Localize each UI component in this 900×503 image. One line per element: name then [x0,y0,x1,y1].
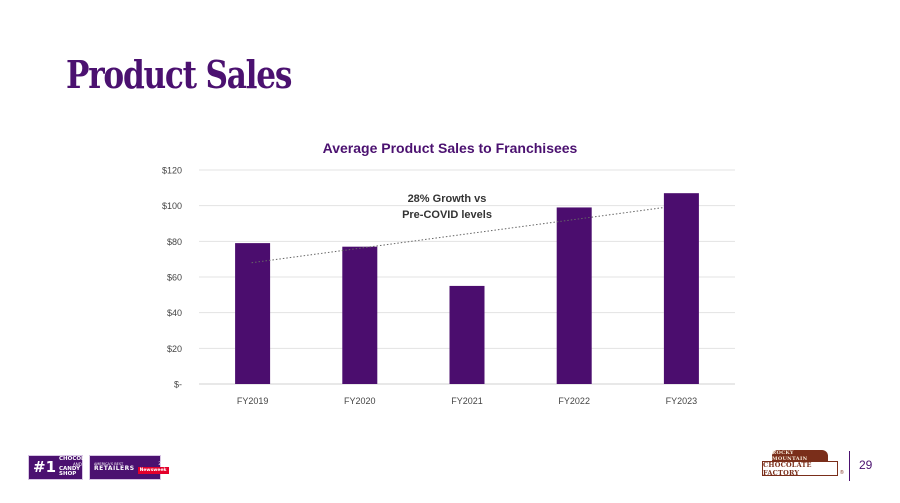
retailers-badge-line1: AMERICA'S BEST [94,461,124,466]
bar-fy2020 [342,246,378,384]
x-tick-label: FY2020 [344,396,376,406]
y-tick-label: $40 [167,308,182,318]
badge-line3: CANDY SHOP [59,465,81,478]
y-tick-label: $120 [162,166,182,176]
y-tick-label: $80 [167,237,182,247]
page-title: Product Sales [66,52,292,97]
annotation-line2: Pre-COVID levels [402,209,492,221]
company-logo: ROCKY MOUNTAIN CHOCOLATE FACTORY ® [760,450,844,482]
y-tick-label: $60 [167,273,182,283]
badge-line2: AND [73,461,82,467]
bar-fy2021 [449,285,485,384]
x-tick-label: FY2019 [237,396,269,406]
retailers-badge-line2: RETAILERS [94,465,135,473]
newsweek-logo: Newsweek [137,467,169,474]
y-tick-label: $- [174,380,182,390]
best-retailers-badge: AMERICA'S BEST RETAILERS 2022 Newsweek [89,455,169,480]
badge-rank: #1 [33,458,57,476]
y-tick-label: $100 [162,201,182,211]
trendline [251,206,665,264]
registered-mark: ® [840,470,844,476]
chart-title: Average Product Sales to Franchisees [323,140,578,156]
bar-fy2023 [663,193,699,384]
logo-main-text: CHOCOLATE FACTORY [762,461,838,477]
retailers-badge-year: 2022 [158,461,169,466]
logo-top-text: ROCKY MOUNTAIN [772,450,828,462]
y-tick-label: $20 [167,344,182,354]
bar-fy2022 [556,207,592,384]
bar-fy2019 [235,243,271,384]
annotation-line1: 28% Growth vs [408,193,487,205]
page-number: 29 [859,458,873,472]
x-tick-label: FY2021 [451,396,483,406]
footer-divider [849,451,850,481]
chocolate-shop-badge: #1 CHOCOLATE AND CANDY SHOP [28,455,96,480]
x-tick-label: FY2022 [558,396,590,406]
footer-badges: #1 CHOCOLATE AND CANDY SHOP AMERICA'S BE… [28,455,169,480]
x-tick-label: FY2023 [666,396,698,406]
badge-line1: CHOCOLATE [59,455,96,462]
